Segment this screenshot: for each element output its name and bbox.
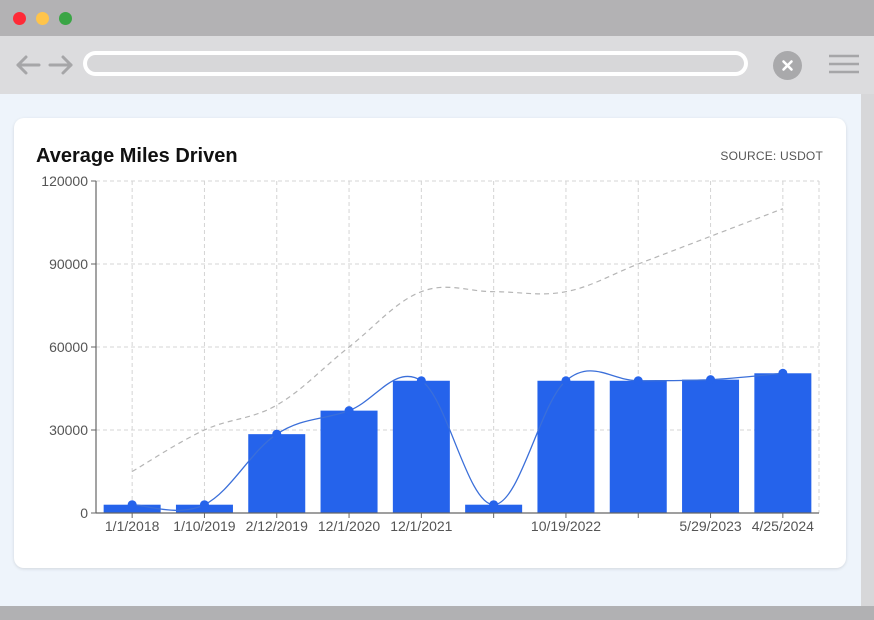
line-point — [199, 500, 209, 510]
bar — [609, 380, 667, 513]
close-icon[interactable] — [773, 51, 802, 80]
bar — [248, 434, 306, 513]
dashed-series-line — [131, 208, 784, 473]
line-point — [127, 500, 137, 510]
x-tick-label: 5/29/2023 — [679, 518, 741, 534]
x-tick-label: 12/1/2021 — [390, 518, 452, 534]
y-tick-label: 30000 — [49, 422, 88, 438]
line-point — [778, 368, 788, 378]
browser-toolbar — [0, 36, 874, 94]
bar — [392, 380, 450, 513]
bar — [537, 380, 595, 513]
bar — [682, 379, 740, 513]
chart-source: SOURCE: USDOT — [720, 149, 823, 163]
back-arrow-icon[interactable] — [15, 54, 41, 76]
chart-plot: 0 30000 60000 90000 120000 1/1/2018 1/10/2019 2… — [41, 173, 820, 534]
bar — [320, 410, 378, 513]
line-point — [561, 376, 571, 386]
menu-icon[interactable] — [829, 52, 859, 76]
y-tick-label: 0 — [80, 505, 88, 521]
maximize-window-button[interactable] — [59, 12, 72, 25]
forward-arrow-icon[interactable] — [48, 54, 74, 76]
x-tick-label: 2/12/2019 — [246, 518, 308, 534]
line-point — [489, 500, 499, 510]
line-point — [416, 376, 426, 386]
close-window-button[interactable] — [13, 12, 26, 25]
x-tick-label: 12/1/2020 — [318, 518, 380, 534]
x-tick-label: 4/25/2024 — [752, 518, 814, 534]
x-tick-label: 10/19/2022 — [531, 518, 601, 534]
chart-card: Average Miles Driven SOURCE: USDOT 0 3000… — [14, 118, 846, 568]
y-tick-label: 90000 — [49, 256, 88, 272]
window-titlebar — [0, 0, 874, 36]
x-tick-label: 1/1/2018 — [105, 518, 160, 534]
vertical-scrollbar[interactable] — [861, 94, 874, 606]
line-series — [132, 370, 783, 511]
minimize-window-button[interactable] — [36, 12, 49, 25]
address-bar-field[interactable] — [87, 55, 744, 72]
line-point — [633, 376, 643, 386]
address-bar[interactable] — [83, 51, 748, 76]
x-tick-label: 1/10/2019 — [173, 518, 235, 534]
line-point — [706, 375, 716, 385]
y-tick-label: 120000 — [41, 173, 88, 189]
line-point — [272, 429, 282, 439]
chart-title: Average Miles Driven — [36, 145, 238, 167]
horizontal-scrollbar[interactable] — [0, 606, 874, 620]
bar — [754, 373, 812, 513]
line-point — [344, 406, 354, 416]
y-tick-label: 60000 — [49, 339, 88, 355]
